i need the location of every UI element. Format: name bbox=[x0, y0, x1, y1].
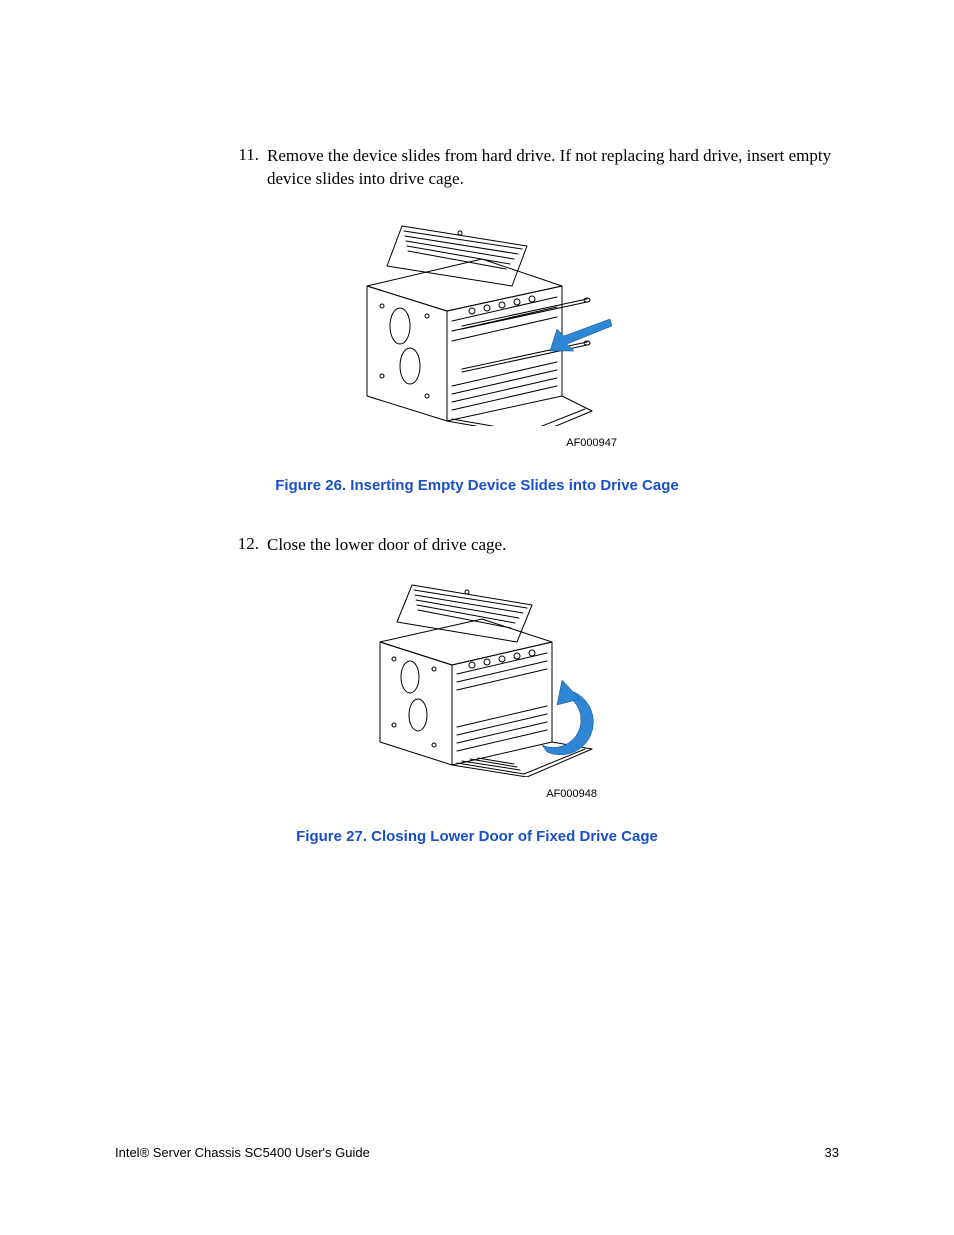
figure-27-ref: AF000948 bbox=[357, 788, 597, 800]
step-text: Remove the device slides from hard drive… bbox=[267, 145, 839, 191]
page-content: 11. Remove the device slides from hard d… bbox=[115, 145, 839, 885]
page-footer: Intel® Server Chassis SC5400 User's Guid… bbox=[115, 1145, 839, 1160]
figure-27-diagram bbox=[352, 577, 602, 777]
figure-26-ref: AF000947 bbox=[337, 437, 617, 449]
figure-26: AF000947 Figure 26. Inserting Empty Devi… bbox=[115, 211, 839, 494]
figure-27: AF000948 Figure 27. Closing Lower Door o… bbox=[115, 577, 839, 845]
figure-26-diagram bbox=[332, 211, 622, 426]
figure-27-caption: Figure 27. Closing Lower Door of Fixed D… bbox=[115, 828, 839, 845]
figure-26-caption: Figure 26. Inserting Empty Device Slides… bbox=[115, 477, 839, 494]
footer-title: Intel® Server Chassis SC5400 User's Guid… bbox=[115, 1145, 370, 1160]
step-number: 11. bbox=[237, 145, 267, 191]
step-12: 12. Close the lower door of drive cage. bbox=[237, 534, 839, 557]
step-11: 11. Remove the device slides from hard d… bbox=[237, 145, 839, 191]
step-number: 12. bbox=[237, 534, 267, 557]
page-number: 33 bbox=[825, 1145, 839, 1160]
step-text: Close the lower door of drive cage. bbox=[267, 534, 839, 557]
